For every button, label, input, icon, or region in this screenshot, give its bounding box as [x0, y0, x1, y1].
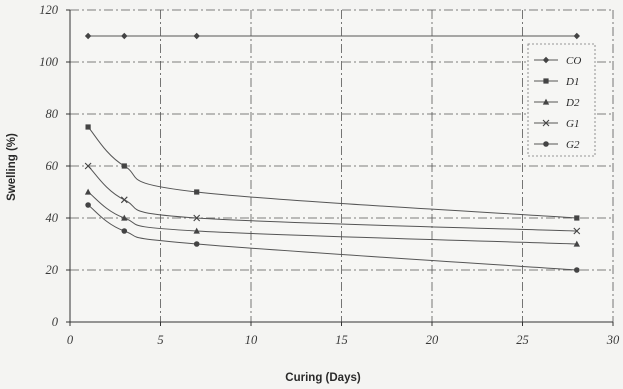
legend-marker-d1	[543, 78, 549, 84]
series-lines	[84, 32, 581, 273]
y-tick-label-60: 60	[46, 159, 59, 173]
point-g2-3	[121, 228, 128, 234]
legend-label-g1: G1	[566, 118, 579, 130]
legend-box	[527, 43, 596, 157]
legend-item-d1: D1	[534, 76, 579, 88]
point-g1-3	[120, 196, 128, 204]
legend-label-d1: D1	[565, 76, 579, 88]
legend-marker-co	[542, 56, 550, 64]
legend-label-co: CO	[566, 55, 581, 67]
point-co-3	[121, 32, 128, 40]
point-d1-1	[85, 124, 91, 130]
grid-lines	[70, 9, 614, 322]
point-g1-28	[573, 227, 581, 235]
y-tick-label-0: 0	[52, 315, 59, 329]
point-d2-28	[573, 240, 580, 247]
legend-marker-g2	[543, 141, 549, 147]
point-d1-3	[121, 163, 127, 169]
point-co-1	[84, 32, 92, 40]
point-d1-7	[194, 189, 200, 195]
legend-item-g1: G1	[534, 118, 579, 130]
x-tick-label-30: 30	[606, 333, 620, 347]
point-co-28	[573, 32, 580, 40]
y-axis-title: Swelling (%)	[6, 133, 18, 201]
point-g2-7	[193, 241, 200, 247]
legend-marker-g1	[542, 119, 550, 127]
x-tick-label-15: 15	[335, 333, 348, 347]
y-tick-label-120: 120	[39, 3, 59, 17]
x-tick-label-10: 10	[245, 333, 258, 347]
series-g2	[85, 202, 580, 273]
point-d2-7	[193, 227, 200, 234]
point-g1-1	[84, 162, 92, 170]
axes	[66, 9, 614, 326]
x-tick-label-25: 25	[516, 333, 529, 347]
legend: CO D1 D2 G1 G2	[527, 43, 596, 157]
y-tick-label-80: 80	[46, 107, 59, 121]
legend-item-g2: G2	[534, 139, 580, 151]
point-g1-7	[193, 214, 201, 222]
x-tick-label-20: 20	[426, 333, 439, 347]
y-tick-label-20: 20	[46, 263, 59, 277]
x-tick-label-5: 5	[157, 333, 163, 347]
series-g1	[84, 162, 581, 235]
series-d1	[85, 124, 580, 221]
point-d1-28	[574, 215, 580, 221]
legend-marker-d2	[542, 98, 550, 105]
series-co	[84, 32, 580, 40]
x-axis-title: Curing (Days)	[285, 372, 361, 384]
series-d2	[84, 188, 580, 247]
legend-label-g2: G2	[566, 139, 580, 151]
point-co-7	[193, 32, 200, 40]
y-tick-label-40: 40	[46, 211, 59, 225]
legend-item-co: CO	[534, 55, 581, 67]
point-d2-1	[84, 188, 92, 195]
x-tick-label-0: 0	[67, 333, 74, 347]
point-g2-28	[574, 267, 580, 273]
point-d2-3	[121, 214, 128, 221]
tick-labels: 0 20 40 60 80 100 120 0 5 10 15 20 25 30	[39, 3, 620, 347]
point-g2-1	[85, 202, 91, 208]
legend-item-d2: D2	[534, 97, 580, 109]
legend-label-d2: D2	[565, 97, 580, 109]
y-tick-label-100: 100	[39, 55, 59, 69]
